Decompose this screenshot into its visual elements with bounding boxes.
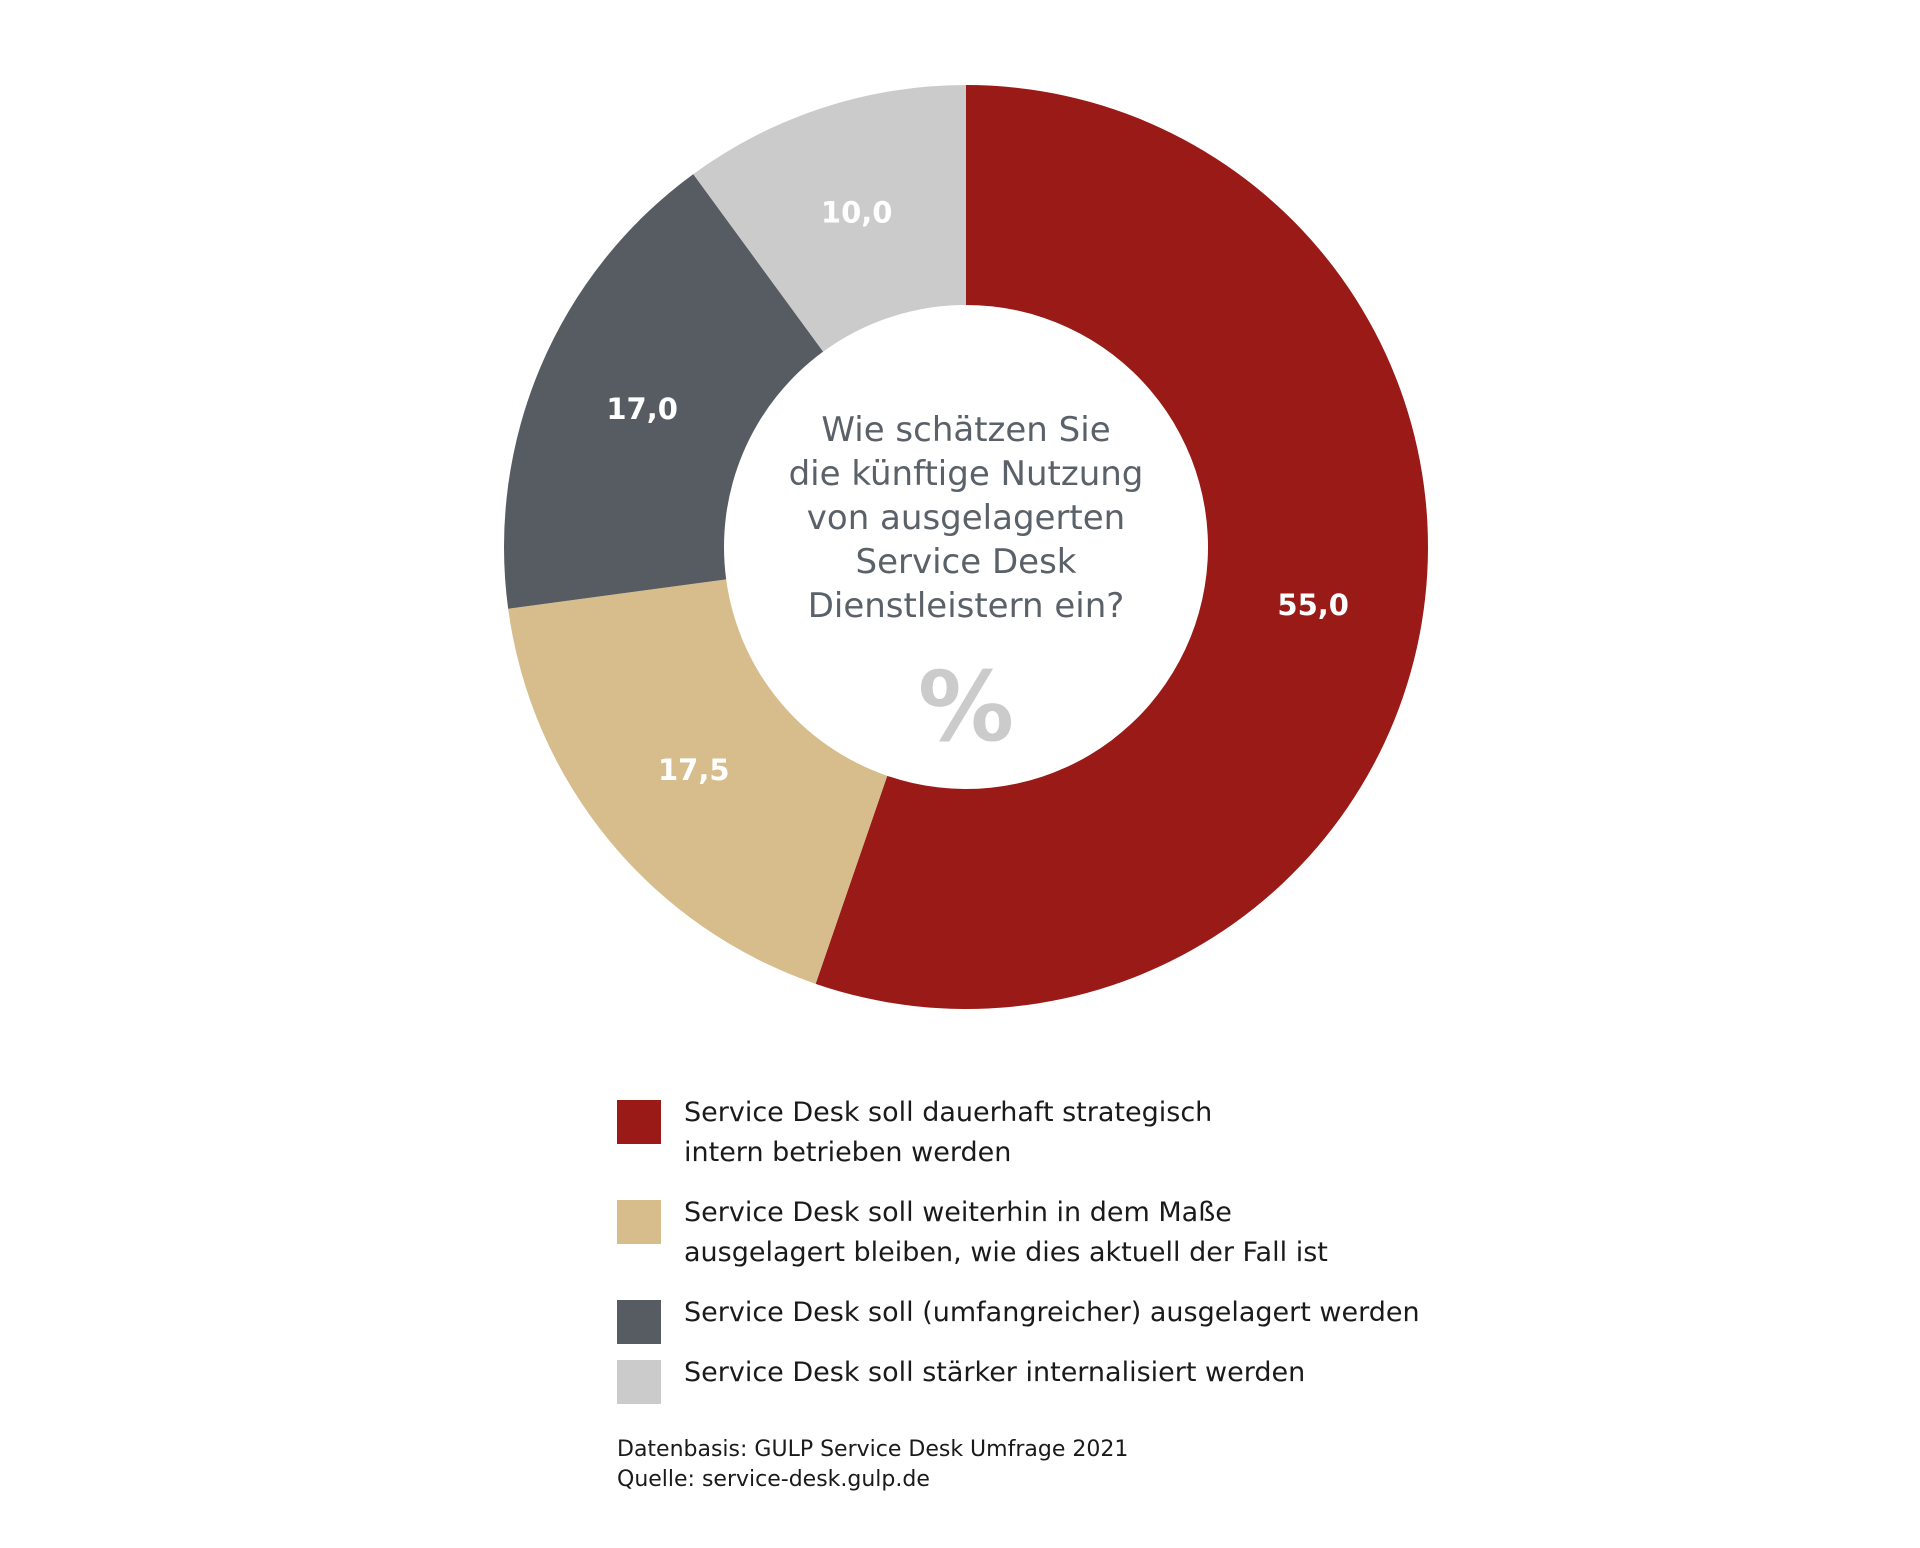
legend-swatch [617,1300,661,1344]
legend-swatch [617,1360,661,1404]
slice-value-label-weiterhin-ausgelagert: 17,5 [658,753,730,787]
legend-swatch [617,1200,661,1244]
center-question-line: Dienstleistern ein? [808,586,1125,626]
slice-staerker-internalisiert [693,85,966,352]
legend-item-staerker-internalisiert: Service Desk soll stärker internalisiert… [617,1353,1617,1404]
center-question-line: Wie schätzen Sie [821,410,1110,450]
slice-value-label-staerker-internalisiert: 10,0 [821,195,893,229]
source-line-quelle: Quelle: service-desk.gulp.de [617,1467,930,1492]
legend-swatch [617,1100,661,1144]
source-note: Datenbasis: GULP Service Desk Umfrage 20… [617,1435,1128,1495]
center-question-line: die künftige Nutzung [789,454,1144,494]
legend-label: Service Desk soll stärker internalisiert… [684,1357,1306,1388]
center-percent-sign: % [918,651,1014,763]
legend-label: Service Desk soll weiterhin in dem Maße … [684,1197,1328,1268]
slice-intern-strategisch [815,85,1428,1009]
slice-umfangreicher-ausgelagert [504,174,824,609]
donut-slices [504,85,1428,1009]
slice-value-labels: 55,0 17,5 17,0 10,0 [606,195,1349,787]
legend-item-weiterhin-ausgelagert: Service Desk soll weiterhin in dem Maße … [617,1193,1617,1273]
legend-label: Service Desk soll (umfangreicher) ausgel… [684,1297,1420,1328]
center-question-line: von ausgelagerten [807,498,1125,538]
slice-value-label-umfangreicher-ausgelagert: 17,0 [606,392,678,426]
chart-legend: Service Desk soll dauerhaft strategisch … [617,1093,1617,1404]
source-line-database: Datenbasis: GULP Service Desk Umfrage 20… [617,1437,1129,1462]
legend-label: Service Desk soll dauerhaft strategisch … [684,1097,1213,1168]
legend-item-umfangreicher-ausgelagert: Service Desk soll (umfangreicher) ausgel… [617,1293,1617,1344]
center-question-line: Service Desk [856,542,1077,582]
legend-item-intern-strategisch: Service Desk soll dauerhaft strategisch … [617,1093,1617,1173]
slice-value-label-intern-strategisch: 55,0 [1277,588,1349,622]
slice-weiterhin-ausgelagert [508,579,888,984]
